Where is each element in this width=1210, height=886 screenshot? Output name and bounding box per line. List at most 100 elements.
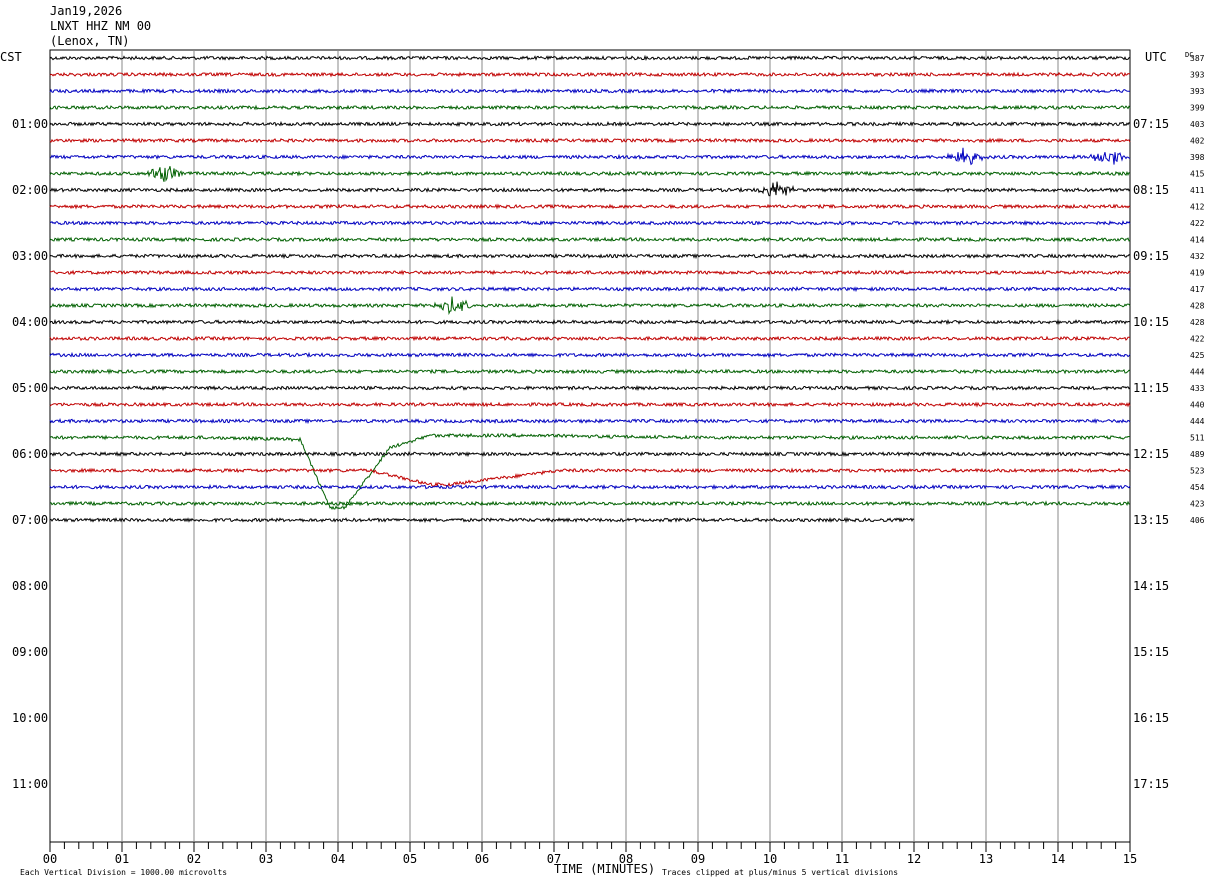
dc-offset-label: 444 [1190,368,1205,377]
y-left-label: 03:00 [12,249,48,263]
y-right-label: 15:15 [1133,645,1169,659]
y-left-label: 09:00 [12,645,48,659]
y-left-label: 01:00 [12,117,48,131]
dc-offset-label: 423 [1190,500,1205,509]
dc-offset-label: 406 [1190,516,1205,525]
seismogram-trace [49,467,1131,487]
seismogram-trace [49,219,1131,227]
dc-offset-label: 454 [1190,483,1205,492]
x-tick-label: 03 [259,852,273,866]
plot-frame [49,49,1131,843]
grid-layer [49,49,1131,852]
dc-offset-label: 428 [1190,302,1205,311]
seismogram-trace [49,450,1131,458]
x-tick-label: 04 [331,852,345,866]
x-tick-label: 14 [1051,852,1065,866]
clip-note: Traces clipped at plus/minus 5 vertical … [662,868,898,877]
dc-offset-label: 403 [1190,120,1205,129]
seismogram-trace [49,432,1131,510]
dc-offset-label: 444 [1190,417,1205,426]
x-tick-label: 07 [547,852,561,866]
dc-label: DC [1185,51,1193,59]
y-right-label: 07:15 [1133,117,1169,131]
seismogram-trace [49,203,1131,210]
seismogram-trace [49,252,1131,260]
dc-offset-label: 440 [1190,401,1205,410]
dc-offset-label: 428 [1190,318,1205,327]
y-left-label: 08:00 [12,579,48,593]
x-tick-label: 11 [835,852,849,866]
seismogram-trace [49,368,1131,375]
y-right-label: 08:15 [1133,183,1169,197]
x-tick-label: 01 [115,852,129,866]
y-right-label: 12:15 [1133,447,1169,461]
x-tick-label: 05 [403,852,417,866]
seismogram-trace [49,147,1131,166]
seismogram-trace [49,104,1131,111]
y-right-label: 11:15 [1133,381,1169,395]
x-tick-label: 08 [619,852,633,866]
left-timezone-label: CST [0,50,22,64]
y-right-label: 17:15 [1133,777,1169,791]
y-right-label: 14:15 [1133,579,1169,593]
dc-offset-label: 411 [1190,186,1205,195]
dc-offset-label: 523 [1190,467,1205,476]
seismogram-trace [49,296,1131,316]
dc-offset-label: 415 [1190,170,1205,179]
y-right-label: 13:15 [1133,513,1169,527]
seismogram-trace [49,71,1131,78]
x-tick-label: 06 [475,852,489,866]
y-left-label: 04:00 [12,315,48,329]
dc-offset-label: 398 [1190,153,1205,162]
header-location: (Lenox, TN) [50,34,130,48]
seismogram-trace [49,335,1131,342]
seismogram-trace [49,351,1131,359]
seismogram-trace [49,236,1131,243]
y-left-label: 06:00 [12,447,48,461]
dc-offset-label: 511 [1190,434,1205,443]
seismogram-trace [49,483,1131,491]
header-station: LNXT HHZ NM 00 [50,19,152,33]
dc-offset-label: 422 [1190,335,1205,344]
seismogram-trace [49,384,1131,392]
seismogram-trace [49,401,1131,408]
y-right-label: 10:15 [1133,315,1169,329]
x-axis-title: TIME (MINUTES) [554,862,655,876]
x-tick-label: 00 [43,852,57,866]
seismogram-trace [49,120,1131,128]
scale-note: Each Vertical Division = 1000.00 microvo… [20,868,227,877]
x-tick-label: 13 [979,852,993,866]
y-right-label: 09:15 [1133,249,1169,263]
dc-offset-label: 432 [1190,252,1205,261]
right-timezone-label: UTC [1145,50,1167,64]
seismogram-trace [49,417,1131,425]
y-left-label: 07:00 [12,513,48,527]
seismogram-trace [49,137,1131,144]
dc-offset-label: 425 [1190,351,1205,360]
dc-offset-label: 489 [1190,450,1205,459]
dc-offset-label: 402 [1190,137,1205,146]
dc-offset-label: 417 [1190,285,1205,294]
dc-offset-label: 393 [1190,87,1205,96]
seismogram-trace [49,318,1131,326]
seismogram-trace [49,166,1131,182]
x-tick-label: 12 [907,852,921,866]
header-date: Jan19,2026 [50,4,123,18]
seismogram-trace [49,181,1131,197]
dc-offset-label: 422 [1190,219,1205,228]
x-tick-label: 10 [763,852,777,866]
y-left-label: 11:00 [12,777,48,791]
x-tick-label: 02 [187,852,201,866]
x-tick-label: 15 [1123,852,1137,866]
seismogram-trace [49,87,1131,95]
dc-offset-label: 412 [1190,203,1205,212]
dc-offset-label: 433 [1190,384,1205,393]
seismogram-trace [49,500,1130,507]
seismogram-trace [49,54,1131,62]
x-tick-label: 09 [691,852,705,866]
y-left-label: 05:00 [12,381,48,395]
dc-offset-label: 393 [1190,71,1205,80]
dc-offset-label: 387 [1190,54,1205,63]
seismogram-trace [49,269,1131,276]
